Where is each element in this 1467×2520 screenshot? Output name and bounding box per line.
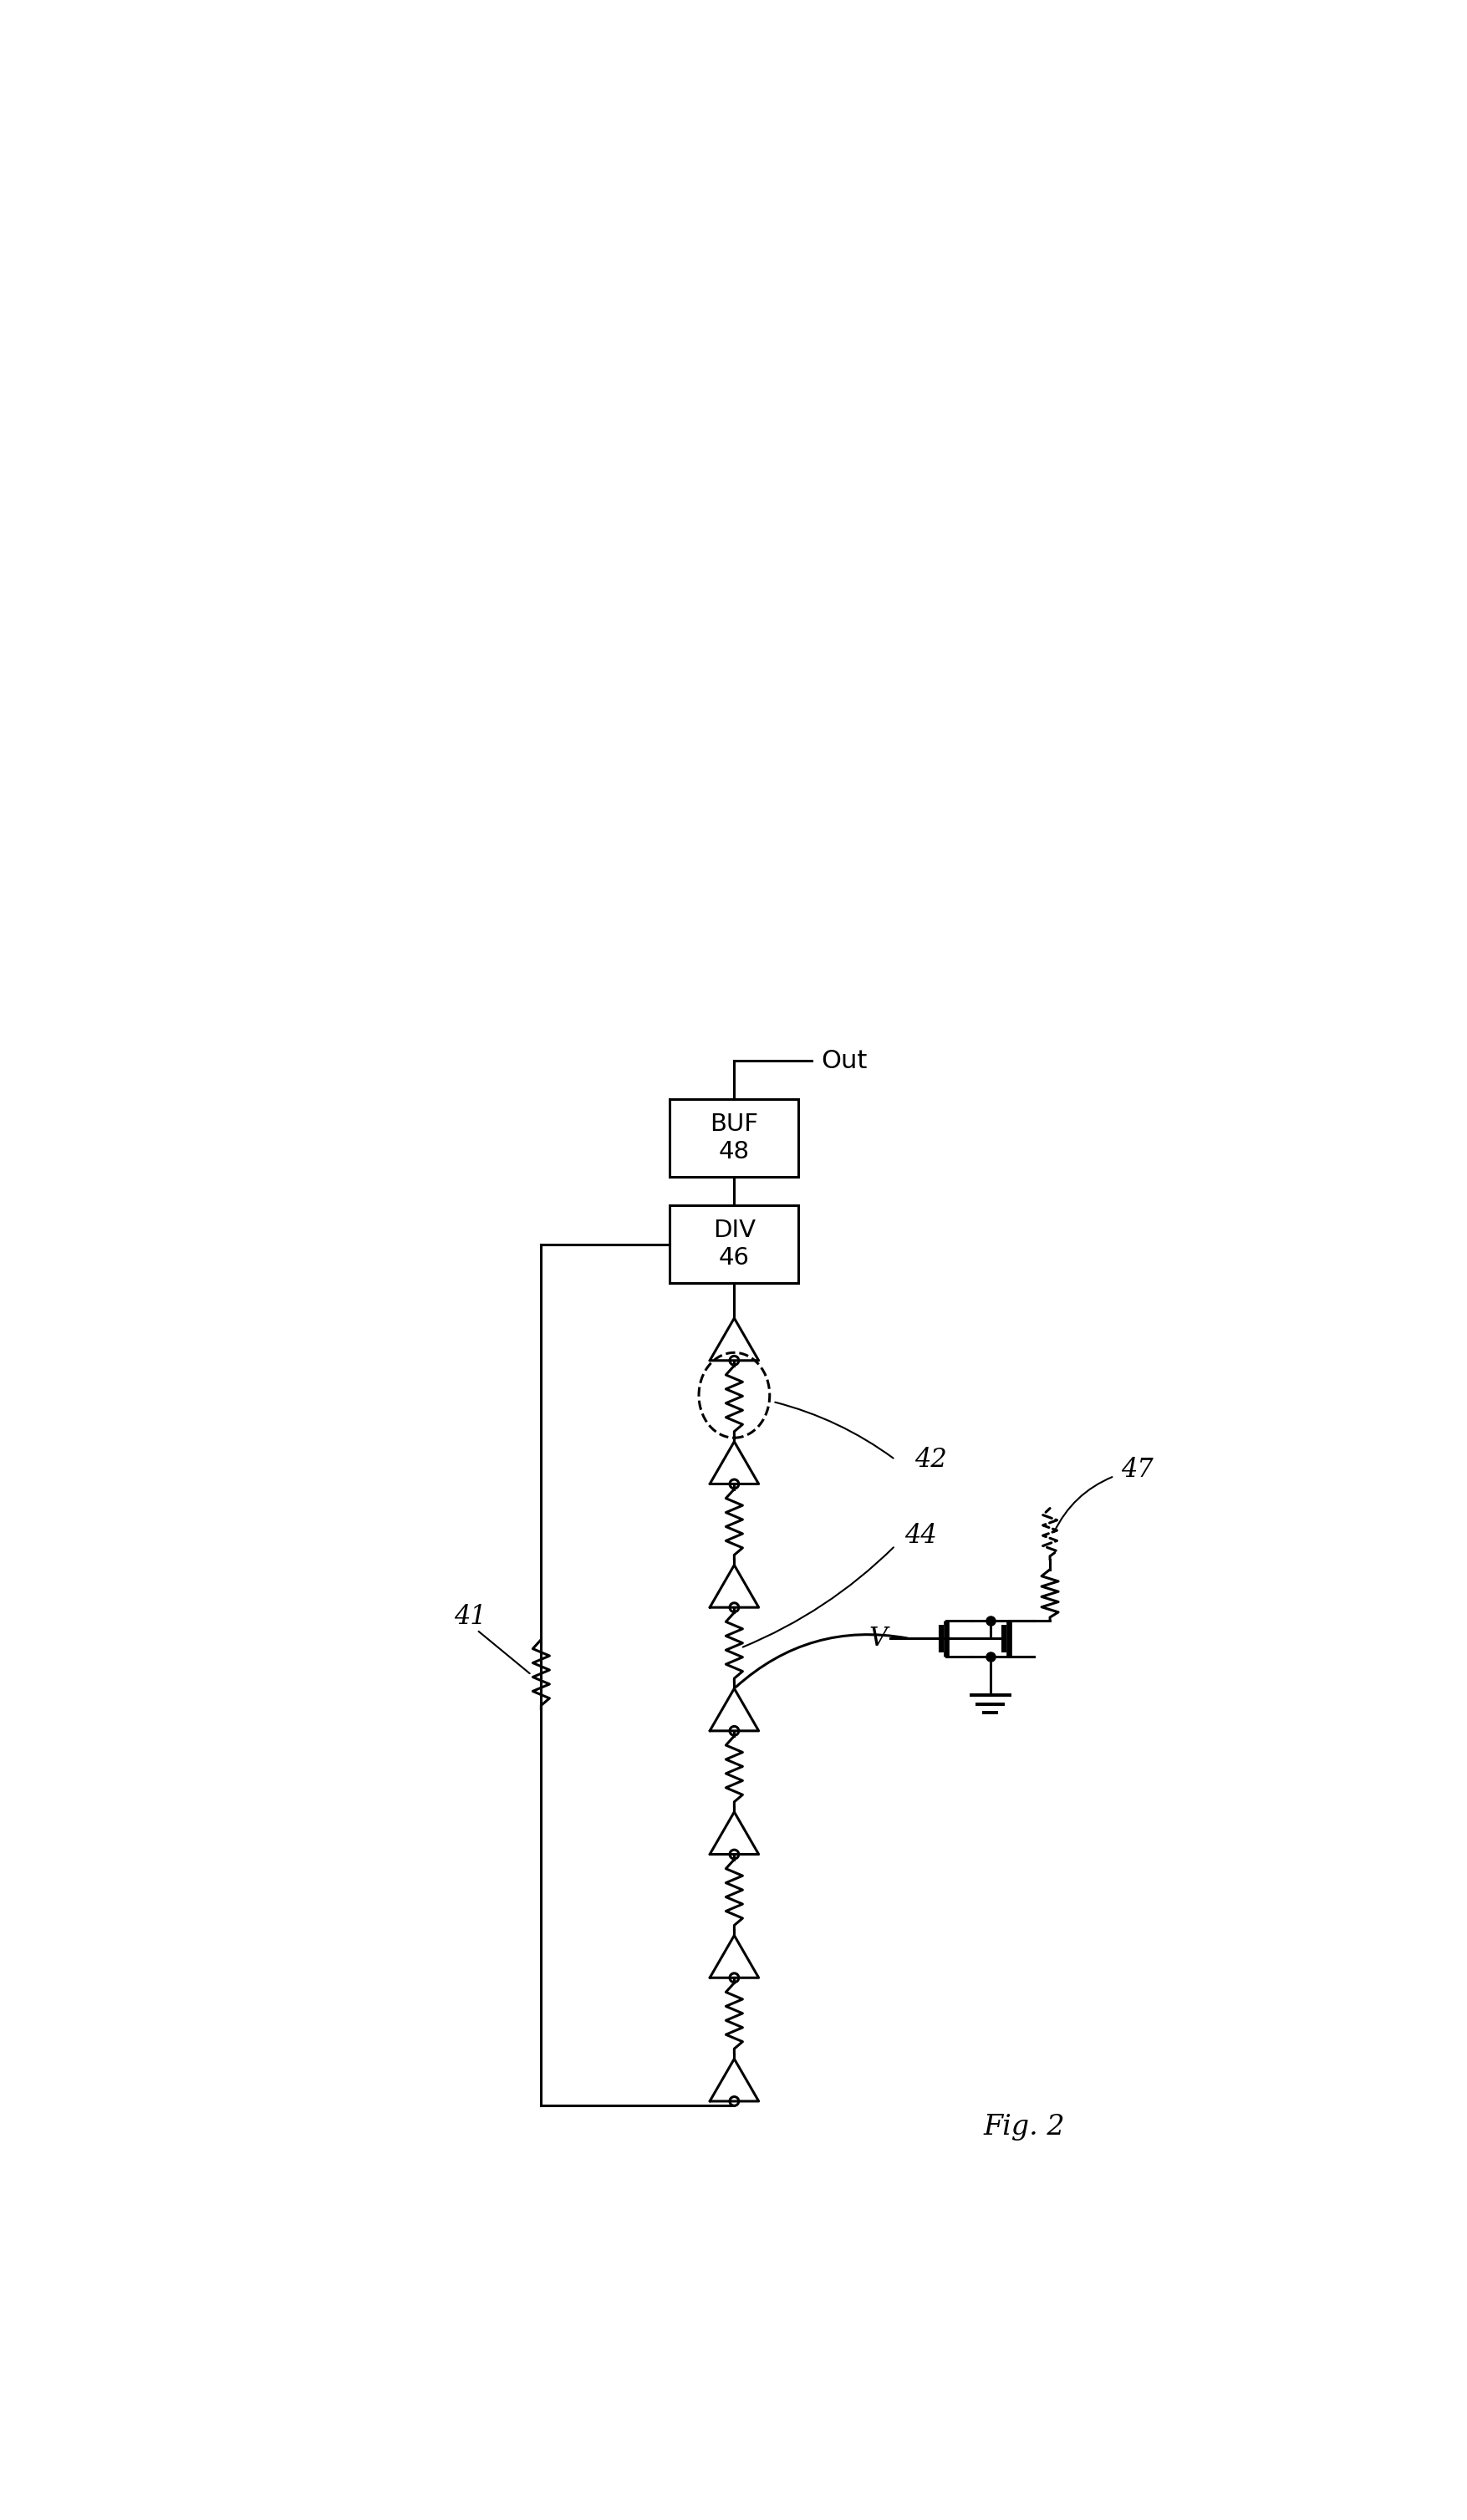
Bar xyxy=(669,1099,798,1177)
Text: 47: 47 xyxy=(1121,1457,1153,1482)
Text: 42: 42 xyxy=(914,1446,946,1472)
Text: 44: 44 xyxy=(904,1522,936,1550)
Text: Out: Out xyxy=(820,1048,867,1074)
Text: DIV
46: DIV 46 xyxy=(713,1220,756,1270)
Bar xyxy=(669,1205,798,1283)
Text: BUF
48: BUF 48 xyxy=(710,1114,758,1164)
Text: Fig. 2: Fig. 2 xyxy=(983,2114,1064,2139)
Text: 41: 41 xyxy=(453,1605,486,1630)
Text: V: V xyxy=(868,1625,886,1651)
